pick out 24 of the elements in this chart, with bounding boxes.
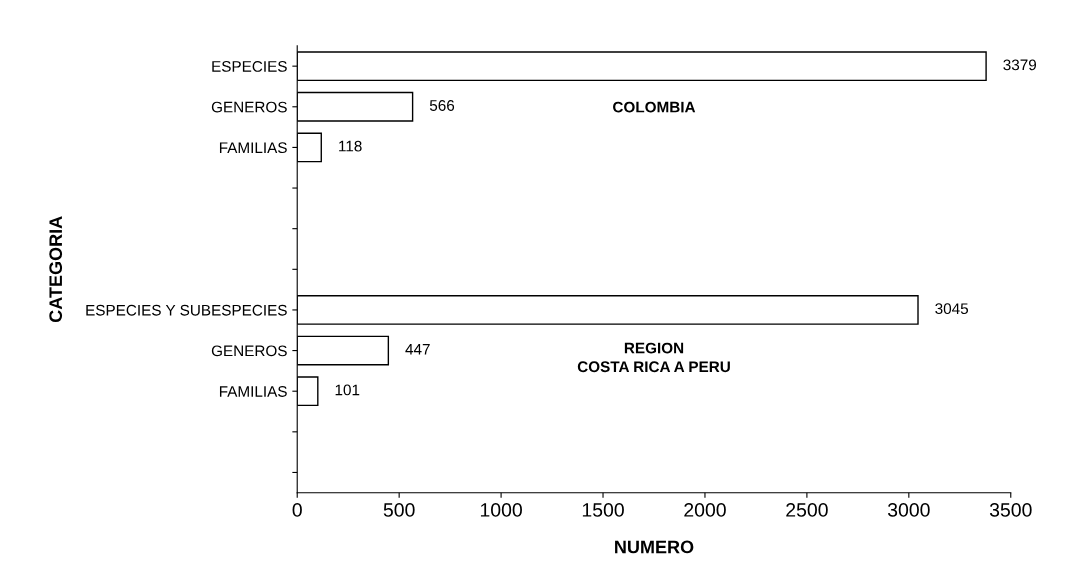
y-tick-label: FAMILIAS: [219, 386, 287, 397]
x-tick-label: 2500: [786, 503, 828, 517]
x-tick-label: 3500: [989, 503, 1032, 517]
annotation: REGION COSTA RICA A PERU: [577, 342, 730, 373]
y-tick-label: GENEROS: [211, 101, 287, 113]
x-tick-label: 500: [383, 503, 415, 517]
data-label: 566: [429, 100, 455, 111]
x-tick-label: 3000: [887, 503, 930, 517]
y-axis-title: CATEGORIA: [49, 216, 63, 323]
data-label: 3045: [935, 303, 969, 315]
y-tick-label: ESPECIES Y SUBESPECIES: [86, 304, 287, 316]
data-label: 101: [335, 384, 360, 396]
x-tick-label: 0: [292, 503, 302, 517]
y-tick-label: GENEROS: [211, 345, 287, 357]
x-tick-label: 2000: [684, 503, 726, 517]
data-label: 118: [339, 140, 362, 152]
data-label: 3379: [1003, 59, 1037, 71]
y-tick-label: ESPECIES: [212, 61, 287, 72]
y-tick-label: FAMILIAS: [219, 142, 287, 154]
x-tick-label: 1000: [480, 503, 522, 517]
data-label: 447: [405, 344, 430, 355]
annotation: COLOMBIA: [613, 101, 696, 113]
x-tick-label: 1500: [582, 503, 624, 517]
x-axis-title: NUMERO: [615, 540, 694, 554]
